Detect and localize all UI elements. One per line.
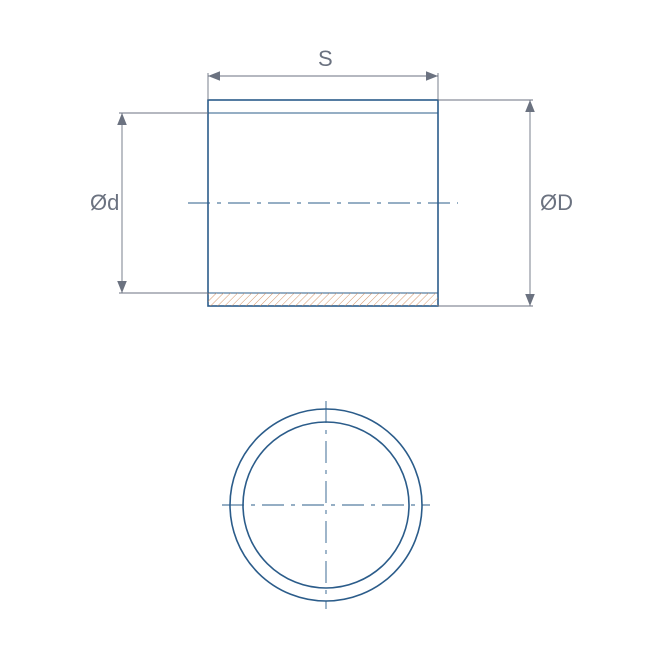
hatch-section	[208, 293, 438, 306]
dimension-label-inner-diameter: Ød	[90, 190, 119, 216]
dimension-label-outer-diameter: ØD	[540, 190, 573, 216]
dimension-label-width: S	[318, 46, 333, 72]
diagram-svg	[0, 0, 671, 670]
drawing-canvas: S Ød ØD	[0, 0, 671, 670]
